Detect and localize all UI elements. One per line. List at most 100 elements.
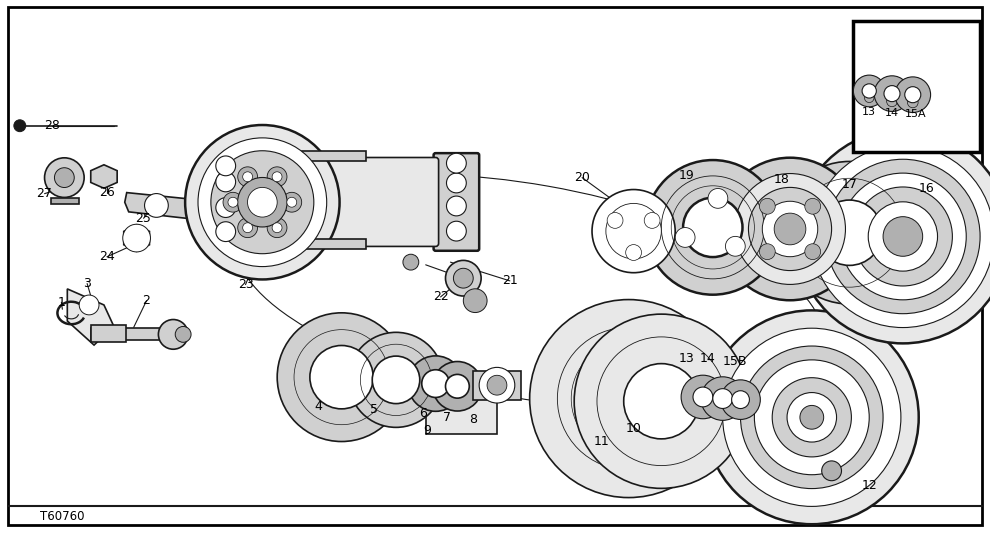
Circle shape bbox=[479, 368, 515, 403]
Circle shape bbox=[211, 151, 314, 254]
Circle shape bbox=[754, 360, 869, 475]
Circle shape bbox=[592, 189, 675, 273]
Circle shape bbox=[908, 97, 918, 108]
Circle shape bbox=[530, 300, 728, 498]
Text: 17: 17 bbox=[842, 178, 857, 191]
Circle shape bbox=[185, 125, 340, 279]
Circle shape bbox=[403, 254, 419, 270]
Circle shape bbox=[123, 224, 150, 252]
Circle shape bbox=[267, 218, 287, 238]
Text: 10: 10 bbox=[626, 422, 642, 434]
Circle shape bbox=[238, 167, 257, 187]
Text: 5: 5 bbox=[370, 403, 378, 416]
Circle shape bbox=[607, 212, 623, 228]
Circle shape bbox=[287, 197, 297, 207]
Circle shape bbox=[198, 138, 327, 266]
Circle shape bbox=[864, 93, 874, 103]
Text: 3: 3 bbox=[83, 277, 91, 290]
Circle shape bbox=[705, 310, 919, 524]
Circle shape bbox=[675, 227, 695, 247]
Circle shape bbox=[238, 218, 257, 238]
Circle shape bbox=[348, 332, 444, 427]
Circle shape bbox=[759, 244, 775, 259]
Circle shape bbox=[463, 289, 487, 312]
Circle shape bbox=[887, 96, 897, 106]
Bar bbox=[473, 371, 521, 400]
Text: 21: 21 bbox=[502, 274, 518, 287]
Text: 15A: 15A bbox=[905, 110, 927, 119]
Circle shape bbox=[158, 319, 188, 349]
Circle shape bbox=[282, 192, 302, 212]
Circle shape bbox=[216, 172, 236, 192]
Circle shape bbox=[853, 75, 885, 107]
Text: 6: 6 bbox=[419, 407, 427, 419]
Text: 1: 1 bbox=[57, 296, 65, 309]
Circle shape bbox=[626, 244, 642, 261]
Circle shape bbox=[446, 221, 466, 241]
Circle shape bbox=[883, 217, 923, 256]
Text: 25: 25 bbox=[136, 212, 151, 225]
Circle shape bbox=[701, 377, 744, 421]
Circle shape bbox=[708, 188, 728, 208]
Circle shape bbox=[748, 187, 832, 271]
Circle shape bbox=[145, 194, 168, 217]
Text: 4: 4 bbox=[315, 400, 323, 413]
Circle shape bbox=[624, 364, 699, 439]
Circle shape bbox=[787, 393, 837, 442]
Circle shape bbox=[487, 375, 507, 395]
Circle shape bbox=[243, 172, 252, 182]
Bar bbox=[302, 239, 366, 249]
Polygon shape bbox=[125, 193, 193, 218]
Text: 7: 7 bbox=[444, 411, 451, 424]
Circle shape bbox=[732, 391, 749, 409]
Circle shape bbox=[735, 173, 845, 285]
Circle shape bbox=[587, 357, 670, 440]
Text: 22: 22 bbox=[433, 291, 448, 303]
FancyBboxPatch shape bbox=[206, 156, 245, 247]
Bar bbox=[426, 396, 497, 434]
Circle shape bbox=[216, 221, 236, 242]
Circle shape bbox=[884, 86, 900, 102]
Text: 20: 20 bbox=[574, 171, 590, 184]
Circle shape bbox=[238, 178, 287, 227]
Text: 27: 27 bbox=[37, 187, 52, 200]
Text: 15B: 15B bbox=[723, 355, 746, 368]
Circle shape bbox=[14, 120, 26, 132]
Circle shape bbox=[216, 156, 236, 176]
Circle shape bbox=[272, 223, 282, 233]
Text: 2: 2 bbox=[143, 294, 150, 307]
Circle shape bbox=[800, 406, 824, 429]
Circle shape bbox=[372, 356, 420, 403]
Circle shape bbox=[446, 196, 466, 216]
Circle shape bbox=[817, 200, 882, 265]
Circle shape bbox=[862, 84, 876, 98]
Circle shape bbox=[248, 187, 277, 217]
Circle shape bbox=[453, 268, 473, 288]
Circle shape bbox=[762, 201, 818, 257]
Circle shape bbox=[175, 326, 191, 342]
Circle shape bbox=[446, 261, 481, 296]
Circle shape bbox=[216, 197, 236, 218]
Circle shape bbox=[774, 213, 806, 245]
Circle shape bbox=[713, 388, 733, 409]
Polygon shape bbox=[124, 225, 149, 251]
Circle shape bbox=[446, 374, 469, 398]
Text: 26: 26 bbox=[99, 186, 115, 199]
Circle shape bbox=[723, 328, 901, 507]
Circle shape bbox=[228, 197, 238, 207]
Circle shape bbox=[805, 198, 821, 214]
Circle shape bbox=[905, 87, 921, 103]
Circle shape bbox=[805, 244, 821, 259]
Bar bbox=[91, 328, 165, 340]
Circle shape bbox=[272, 172, 282, 182]
Circle shape bbox=[826, 159, 980, 314]
Text: T60760: T60760 bbox=[40, 510, 84, 523]
FancyBboxPatch shape bbox=[434, 153, 479, 251]
Circle shape bbox=[433, 362, 482, 411]
Circle shape bbox=[45, 158, 84, 197]
Circle shape bbox=[422, 370, 449, 398]
Circle shape bbox=[772, 378, 851, 457]
Circle shape bbox=[895, 77, 931, 112]
Text: 13: 13 bbox=[678, 352, 694, 365]
Circle shape bbox=[721, 380, 760, 419]
